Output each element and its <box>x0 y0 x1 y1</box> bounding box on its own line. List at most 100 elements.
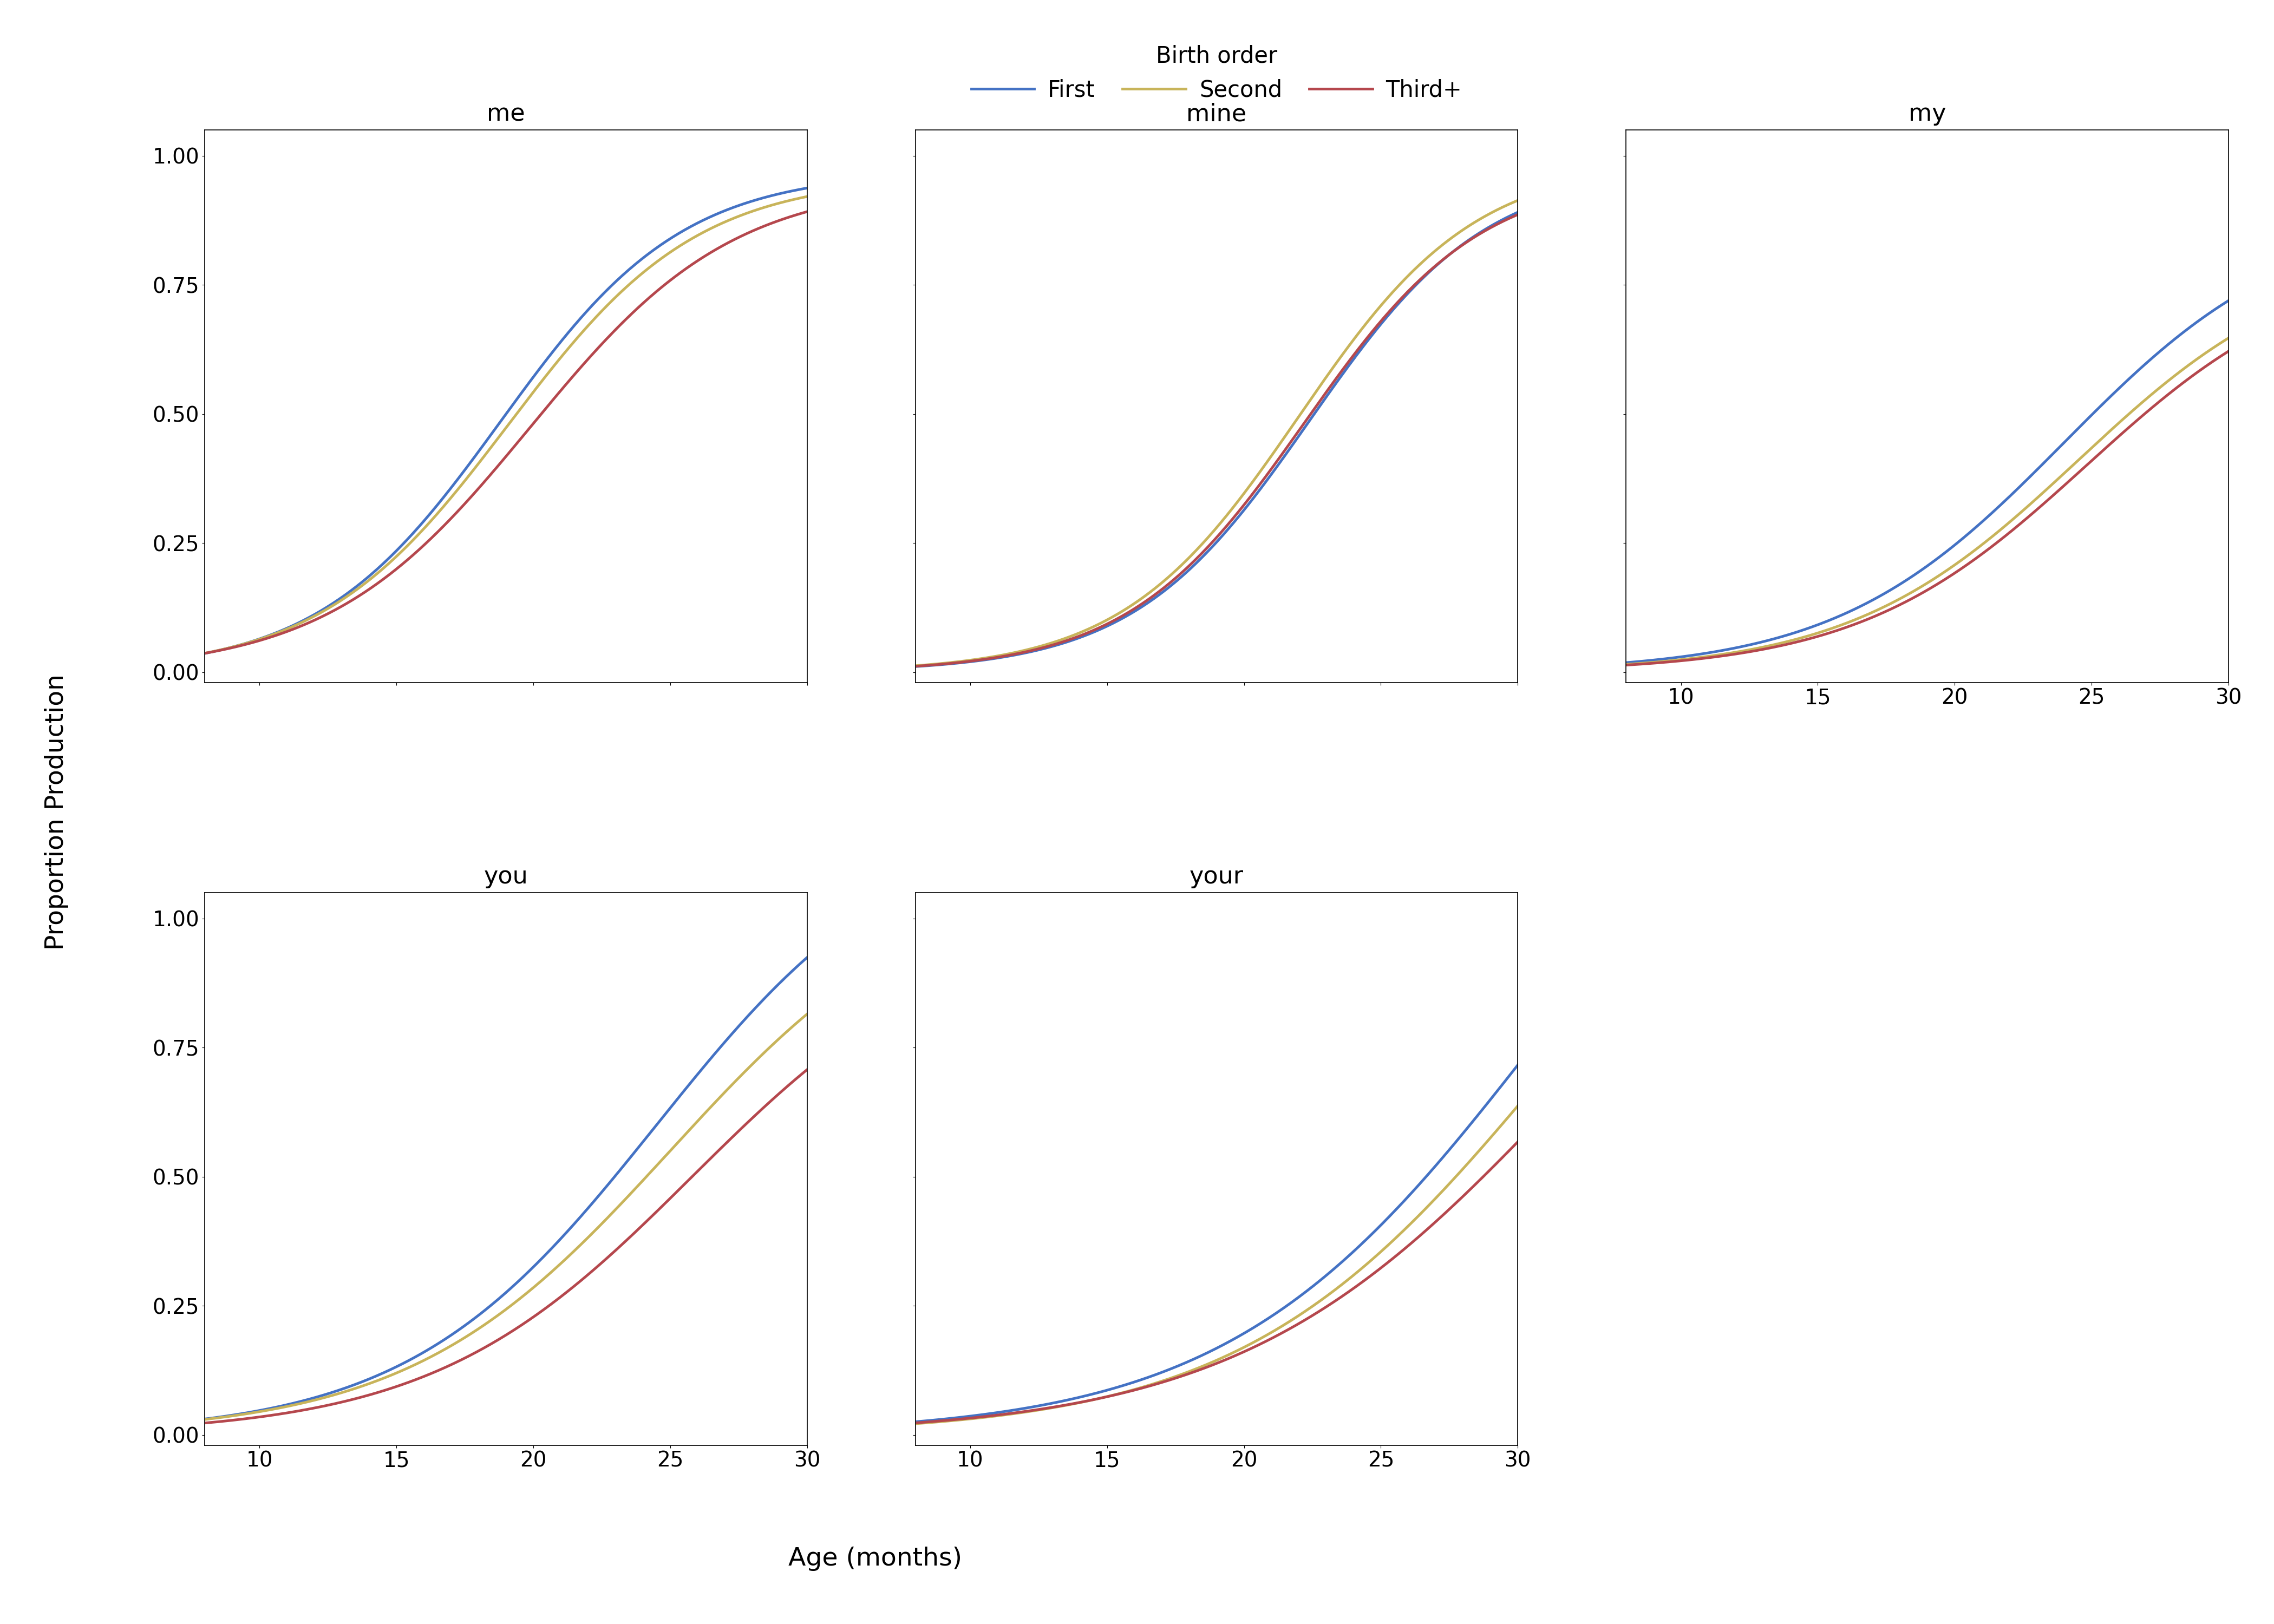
Line: First: First <box>916 213 1517 666</box>
First <box>1685 645 1712 664</box>
First <box>264 622 291 641</box>
Third+ <box>625 1218 653 1237</box>
Third+ <box>1503 1132 1530 1151</box>
Third+ <box>1098 1385 1126 1405</box>
Third+ <box>625 297 653 317</box>
First <box>903 1411 930 1431</box>
Line: First: First <box>205 958 807 1419</box>
First <box>387 1354 414 1374</box>
Second <box>430 1340 457 1359</box>
Line: Second: Second <box>205 197 807 653</box>
First <box>625 252 653 271</box>
Second <box>1851 606 1878 625</box>
First <box>1139 590 1167 609</box>
First <box>571 1203 598 1223</box>
Second <box>625 1174 653 1194</box>
First <box>1503 203 1530 222</box>
First <box>1503 1056 1530 1075</box>
Line: Third+: Third+ <box>205 211 807 653</box>
Text: Proportion Production: Proportion Production <box>45 674 68 950</box>
Line: First: First <box>205 188 807 653</box>
Third+ <box>794 201 821 221</box>
First <box>1851 594 1878 614</box>
First <box>1339 349 1367 369</box>
Second <box>387 542 414 562</box>
Third+ <box>191 1413 218 1432</box>
Second <box>430 497 457 516</box>
First <box>973 1405 1001 1424</box>
Second <box>1339 330 1367 349</box>
Third+ <box>1612 656 1640 676</box>
First <box>1808 614 1835 633</box>
First <box>630 248 657 268</box>
Second <box>1992 516 2019 536</box>
Second <box>264 1398 291 1418</box>
Third+ <box>2215 341 2242 361</box>
Third+ <box>1139 1376 1167 1395</box>
Text: Age (months): Age (months) <box>789 1546 962 1572</box>
First <box>430 1330 457 1350</box>
Second <box>903 1415 930 1434</box>
Second <box>387 1361 414 1380</box>
Third+ <box>1139 586 1167 606</box>
Third+ <box>387 555 414 575</box>
Title: mine: mine <box>1187 102 1246 125</box>
Third+ <box>903 1413 930 1432</box>
Second <box>2051 464 2078 484</box>
Third+ <box>1337 349 1364 369</box>
Third+ <box>973 650 1001 669</box>
Second <box>1098 607 1126 627</box>
Second <box>1337 1268 1364 1288</box>
Third+ <box>903 656 930 676</box>
Second <box>571 1233 598 1252</box>
Third+ <box>1337 1281 1364 1301</box>
Third+ <box>1280 1317 1308 1337</box>
Third+ <box>1280 427 1308 447</box>
Second <box>794 187 821 206</box>
First <box>1098 1379 1126 1398</box>
Second <box>1280 412 1308 432</box>
Third+ <box>1992 526 2019 546</box>
Third+ <box>1339 346 1367 365</box>
Third+ <box>1808 625 1835 645</box>
Line: Second: Second <box>916 200 1517 666</box>
Line: Third+: Third+ <box>916 1142 1517 1423</box>
First <box>1339 1242 1367 1262</box>
First <box>630 1132 657 1151</box>
Second <box>571 322 598 341</box>
Third+ <box>1503 205 1530 224</box>
First <box>2047 435 2074 455</box>
First <box>1992 490 2019 510</box>
Line: First: First <box>916 1065 1517 1421</box>
Second <box>191 643 218 663</box>
Third+ <box>1098 612 1126 632</box>
First <box>794 948 821 968</box>
Third+ <box>973 1406 1001 1426</box>
First <box>2215 291 2242 310</box>
Line: Second: Second <box>205 1013 807 1419</box>
First <box>571 305 598 325</box>
First <box>191 643 218 663</box>
First <box>625 1137 653 1156</box>
Second <box>1685 648 1712 667</box>
Second <box>1139 580 1167 599</box>
First <box>973 650 1001 669</box>
Second <box>1337 335 1364 354</box>
Third+ <box>191 643 218 663</box>
First <box>1139 1366 1167 1385</box>
Title: your: your <box>1189 866 1244 888</box>
Second <box>973 648 1001 667</box>
Second <box>2215 328 2242 348</box>
Second <box>625 266 653 286</box>
Line: Third+: Third+ <box>1626 351 2229 666</box>
Third+ <box>2051 476 2078 495</box>
Second <box>1808 622 1835 641</box>
Line: Third+: Third+ <box>916 214 1517 666</box>
Third+ <box>264 1405 291 1424</box>
First <box>794 179 821 198</box>
Third+ <box>430 516 457 536</box>
Third+ <box>2047 479 2074 499</box>
Third+ <box>571 354 598 374</box>
Second <box>973 1408 1001 1427</box>
Second <box>1339 1265 1367 1285</box>
